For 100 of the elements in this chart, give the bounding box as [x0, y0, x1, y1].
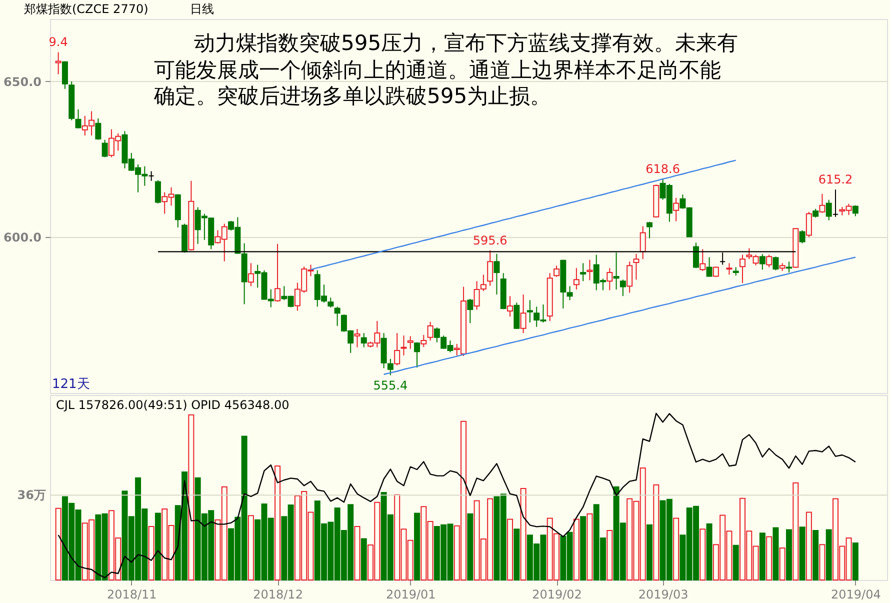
candlestick — [673, 197, 680, 222]
candlestick — [102, 139, 108, 158]
x-tick-label: 2019/01 — [386, 588, 436, 602]
candlestick — [55, 52, 62, 75]
bar — [573, 518, 580, 580]
chart-title: 郑煤指数(CZCE 2770) — [24, 2, 148, 16]
bar — [779, 547, 786, 580]
bar — [766, 536, 772, 580]
candlestick — [487, 250, 494, 286]
candlestick — [799, 230, 806, 244]
bar — [646, 524, 653, 580]
candlestick — [427, 321, 434, 342]
candlestick — [248, 262, 254, 287]
candlestick — [826, 199, 832, 221]
bar — [467, 513, 474, 580]
bar — [274, 466, 281, 580]
candlestick — [407, 336, 414, 350]
x-tick-label: 2019/02 — [532, 588, 582, 602]
candlestick — [640, 226, 646, 260]
bar — [580, 516, 586, 580]
chart-subtitle: 日线 — [190, 2, 214, 16]
candlestick — [400, 335, 407, 356]
candlestick — [148, 170, 154, 182]
candlestick — [95, 118, 102, 140]
bar — [188, 414, 194, 580]
bar — [55, 508, 62, 580]
bar — [507, 518, 514, 580]
bar — [520, 488, 526, 580]
candlestick — [554, 265, 560, 278]
bar — [586, 513, 593, 580]
annotation: 121天 — [52, 377, 90, 392]
x-tick-label: 2019/04 — [831, 588, 881, 602]
bar — [852, 542, 858, 580]
candlestick — [580, 262, 586, 282]
bar — [700, 528, 706, 580]
bar — [792, 482, 799, 580]
x-tick-label: 2019/03 — [638, 588, 688, 602]
candlestick — [354, 328, 360, 348]
candlestick — [586, 259, 593, 281]
candlestick — [700, 248, 706, 272]
bar — [360, 538, 367, 580]
bar — [148, 526, 154, 580]
y-tick-label: 600.0 — [4, 230, 42, 244]
bar — [772, 527, 779, 580]
candlestick — [613, 252, 620, 290]
annotation: 555.4 — [373, 378, 408, 392]
candlestick — [573, 268, 580, 290]
x-tick-label: 2018/12 — [253, 588, 303, 602]
annotation: 动力煤指数突破595压力，宣布下方蓝线支撑有效。未来有 — [194, 31, 738, 55]
bar — [653, 484, 660, 580]
candlestick — [706, 256, 712, 278]
y-tick-label: 650.0 — [4, 74, 42, 89]
bar — [414, 512, 420, 580]
candlestick — [274, 243, 281, 302]
candlestick — [526, 300, 533, 323]
bar — [819, 544, 826, 580]
candlestick — [507, 296, 514, 318]
candlestick — [819, 193, 826, 214]
candlestick — [328, 297, 334, 308]
candlestick — [626, 261, 633, 294]
bar — [354, 526, 360, 580]
candlestick — [514, 302, 520, 330]
candlestick — [740, 254, 746, 284]
bar — [248, 515, 254, 580]
candlestick — [693, 242, 700, 269]
candlestick — [75, 108, 82, 129]
candlestick — [712, 266, 719, 278]
annotation: 615.2 — [818, 172, 853, 187]
candlestick — [394, 332, 400, 366]
candlestick — [786, 261, 792, 273]
candlestick — [633, 253, 640, 280]
bar — [806, 512, 812, 580]
ref-line-label: 36万 — [17, 488, 46, 502]
candlestick — [154, 180, 161, 204]
annotation: 确定。突破后进场多单以跌破595为止损。 — [153, 84, 552, 108]
candlestick — [62, 60, 68, 90]
candlestick — [766, 254, 772, 268]
candlestick — [646, 221, 653, 239]
bar — [706, 523, 712, 580]
bar — [154, 512, 161, 580]
annotation: 可能发展成一个倾斜向上的通道。通道上边界样本不足尚不能 — [154, 58, 721, 82]
bar — [606, 530, 613, 580]
candlestick — [759, 254, 766, 270]
bar — [673, 518, 680, 580]
candlestick — [420, 334, 427, 348]
candlestick — [467, 298, 474, 324]
bar — [812, 530, 819, 580]
candlestick — [606, 268, 613, 291]
annotation: 595.6 — [472, 233, 508, 248]
candlestick — [806, 211, 812, 238]
candlestick — [772, 256, 779, 271]
candlestick — [832, 189, 838, 218]
bar — [732, 544, 739, 580]
candlestick — [414, 342, 420, 368]
bar — [514, 528, 520, 580]
candlestick — [334, 306, 340, 326]
candlestick — [852, 204, 858, 217]
candlestick — [360, 332, 367, 348]
x-tick-label: 2018/11 — [106, 588, 157, 602]
candlestick — [520, 294, 526, 334]
